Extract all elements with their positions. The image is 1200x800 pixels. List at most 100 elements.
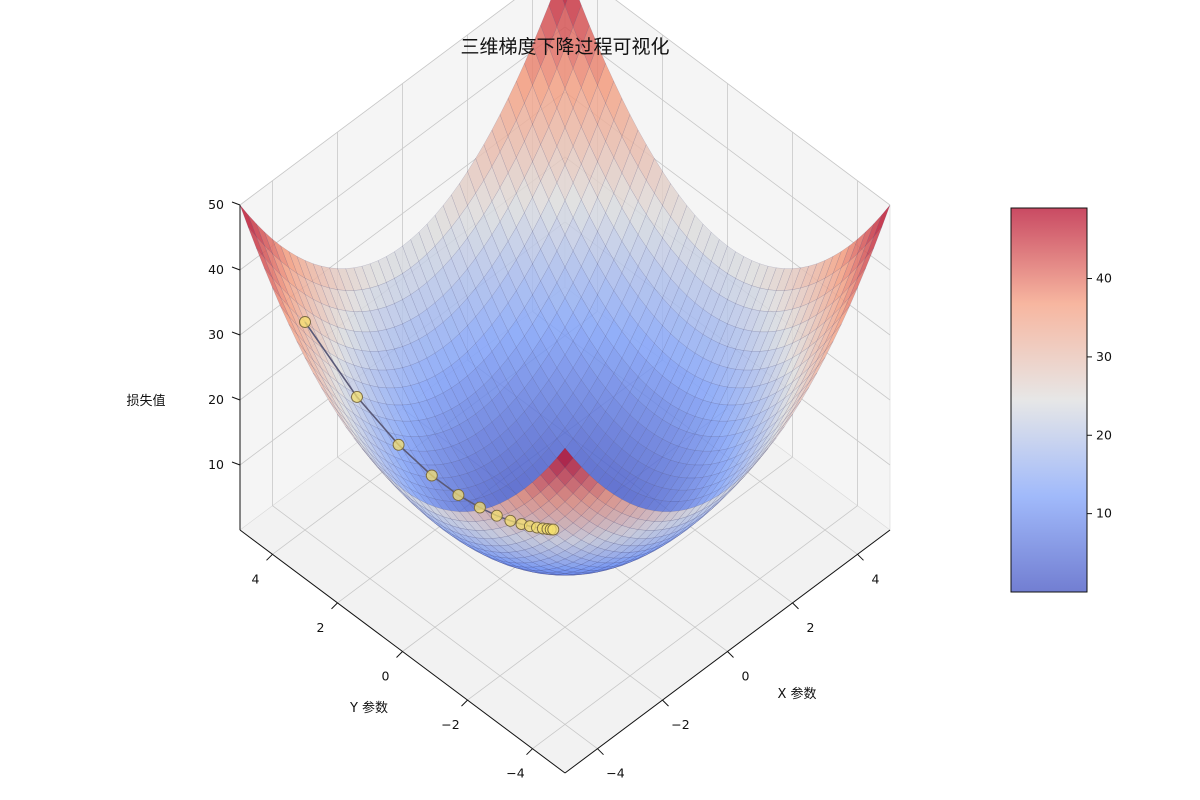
y-tick-mark [461,699,468,707]
surface-facet [337,342,355,366]
surface-facet [361,441,379,461]
surface-facet [556,529,574,542]
surface-facet [418,334,436,359]
surface-facet [686,328,704,354]
surface-facet [483,460,501,479]
surface-facet [377,350,395,371]
surface-facet [654,297,671,326]
surface-facet [710,469,728,486]
surface-facet [410,420,428,437]
surface-facet [426,302,444,330]
surface-facet [589,44,606,86]
surface-facet [613,467,631,485]
surface-facet [499,330,517,359]
surface-facet [426,396,444,417]
surface-facet [442,446,460,463]
surface-facet [524,123,541,163]
surface-facet [719,367,736,388]
surface-facet [548,508,566,524]
surface-facet [499,272,517,304]
surface-facet [597,488,615,505]
surface-facet [597,63,614,104]
surface-facet [475,179,493,215]
surface-facet [499,97,517,137]
surface-facet [775,342,793,366]
surface-facet [556,380,574,406]
x-tick-mark [792,602,799,610]
surface-facet [483,351,501,378]
surface-facet [361,263,379,289]
x-tick-label: 2 [807,620,815,635]
surface-facet [564,416,582,439]
surface-facet [467,413,485,435]
surface-facet [459,325,476,352]
surface-facet [361,396,379,417]
surface-facet [637,508,655,521]
loss-surface [239,0,891,576]
surface-facet [743,453,761,473]
surface-facet [475,246,493,279]
y-tick-mark [526,748,533,756]
surface-facet [442,365,460,389]
surface-facet [353,265,371,290]
surface-facet [727,475,744,493]
surface-facet [361,367,379,388]
surface-facet [451,475,468,490]
surface-facet [589,123,606,163]
surface-facet [548,26,566,69]
x-tick-label: −2 [671,717,689,732]
surface-facet [581,66,598,107]
surface-facet [467,192,484,227]
surface-facet [654,375,671,399]
surface-facet [629,376,647,401]
surface-facet [572,564,591,570]
surface-facet [434,347,452,372]
surface-facet [548,545,566,555]
surface-facet [418,435,436,452]
surface-facet [524,84,541,125]
surface-facet [621,221,639,255]
surface-facet [491,187,509,223]
surface-facet [605,157,623,194]
surface-facet [483,421,501,443]
surface-facet [369,458,387,478]
descent-path [299,316,560,536]
surface-facet [516,433,533,455]
surface-facet [654,487,671,501]
colorbar-tick-label: 20 [1096,427,1112,442]
descent-step-point [547,523,560,536]
z-tick-mark [231,331,241,336]
surface-facet [394,482,411,499]
surface-facet [524,161,541,198]
surface-facet [499,448,517,468]
surface-facet [759,289,777,312]
surface-facet [426,487,444,501]
surface-facet [637,179,655,215]
surface-facet [654,419,671,440]
surface-facet [459,171,476,206]
surface-facet [719,482,736,499]
surface-facet [686,434,704,451]
surface-facet [629,477,647,494]
surface-facet [402,319,420,344]
surface-facet [751,287,769,312]
surface-facet [450,510,468,522]
surface-facet [556,540,574,551]
surface-facet [459,398,476,420]
surface-facet [621,414,639,437]
surface-facet [776,406,793,429]
surface-facet [646,192,663,227]
grid-line [239,0,515,206]
surface-facet [475,306,493,335]
surface-facet [491,284,509,315]
surface-facet [532,66,549,107]
surface-facet [516,63,533,104]
surface-facet [662,333,680,360]
surface-facet [507,290,525,321]
surface-facet [410,494,428,510]
surface-facet [646,485,663,500]
surface-facet [475,407,493,429]
surface-facet [711,404,728,422]
surface-facet [686,302,704,330]
surface-facet [613,302,631,332]
